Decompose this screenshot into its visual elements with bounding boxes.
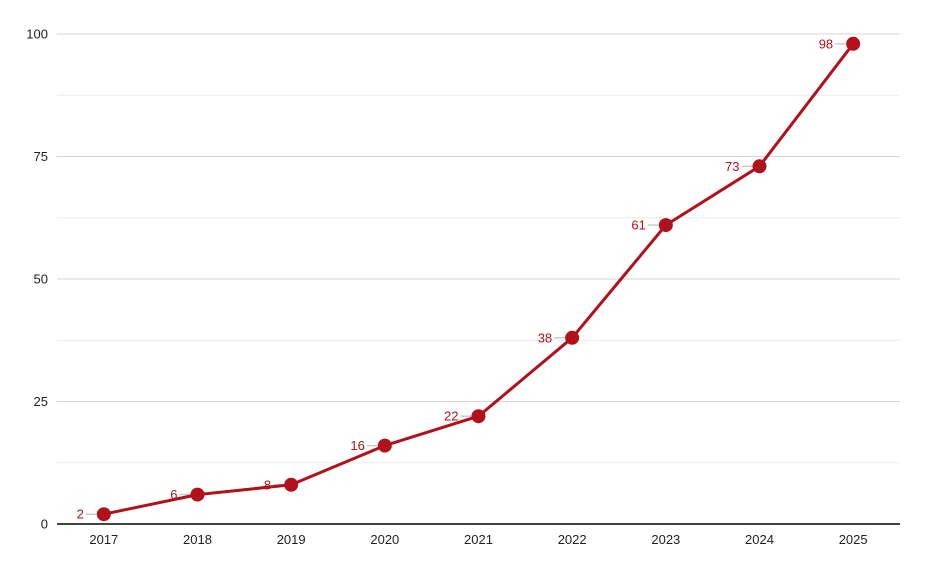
x-tick-label: 2019: [277, 532, 306, 547]
y-tick-label: 25: [34, 394, 48, 409]
data-point-label: 2: [77, 507, 84, 522]
x-tick-label: 2017: [89, 532, 118, 547]
data-point-label: 6: [170, 487, 177, 502]
data-point-label: 16: [350, 438, 364, 453]
x-tick-label: 2022: [558, 532, 587, 547]
x-tick-label: 2020: [370, 532, 399, 547]
x-tick-label: 2021: [464, 532, 493, 547]
data-point-marker[interactable]: [752, 159, 767, 174]
y-tick-label: 100: [26, 27, 48, 42]
data-point-marker[interactable]: [565, 330, 580, 345]
data-point-label: 38: [538, 330, 552, 345]
x-tick-label: 2024: [745, 532, 774, 547]
data-point-marker[interactable]: [846, 36, 861, 51]
y-tick-label: 75: [34, 149, 48, 164]
data-point-label: 73: [725, 159, 739, 174]
y-tick-label: 0: [41, 517, 48, 532]
data-point-marker[interactable]: [658, 218, 673, 233]
x-tick-label: 2025: [839, 532, 868, 547]
data-point-marker[interactable]: [96, 507, 111, 522]
data-point-marker[interactable]: [284, 477, 299, 492]
data-point-label: 98: [819, 36, 833, 51]
data-point-marker[interactable]: [377, 438, 392, 453]
data-point-label: 22: [444, 409, 458, 424]
data-point-label: 8: [264, 477, 271, 492]
data-point-label: 61: [631, 218, 645, 233]
x-tick-label: 2018: [183, 532, 212, 547]
data-point-marker[interactable]: [190, 487, 205, 502]
x-tick-label: 2023: [651, 532, 680, 547]
data-point-marker[interactable]: [471, 409, 486, 424]
y-tick-label: 50: [34, 272, 48, 287]
